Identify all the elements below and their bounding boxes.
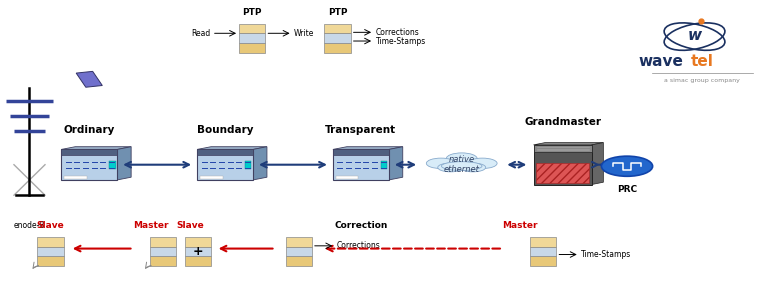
FancyBboxPatch shape — [239, 24, 265, 33]
Text: +: + — [192, 245, 203, 258]
FancyBboxPatch shape — [286, 247, 312, 257]
Ellipse shape — [460, 163, 486, 172]
FancyBboxPatch shape — [245, 161, 251, 169]
FancyBboxPatch shape — [61, 149, 117, 180]
FancyBboxPatch shape — [109, 161, 116, 169]
Text: Slave: Slave — [176, 221, 204, 229]
FancyBboxPatch shape — [534, 145, 591, 152]
Text: PRC: PRC — [617, 185, 637, 195]
Text: Time-Stamps: Time-Stamps — [376, 37, 426, 45]
FancyBboxPatch shape — [530, 247, 556, 257]
FancyBboxPatch shape — [150, 247, 176, 257]
FancyBboxPatch shape — [197, 149, 253, 180]
Text: a simac group company: a simac group company — [664, 78, 740, 83]
Text: Boundary: Boundary — [197, 124, 253, 135]
Ellipse shape — [446, 153, 477, 164]
FancyBboxPatch shape — [185, 247, 211, 257]
FancyBboxPatch shape — [185, 237, 211, 247]
Text: Grandmaster: Grandmaster — [524, 117, 601, 127]
Text: Time-Stamps: Time-Stamps — [581, 250, 632, 259]
Polygon shape — [534, 143, 604, 145]
Text: enode-B: enode-B — [14, 221, 45, 230]
FancyBboxPatch shape — [286, 237, 312, 247]
FancyBboxPatch shape — [150, 237, 176, 247]
FancyBboxPatch shape — [197, 149, 253, 155]
Text: PTP: PTP — [242, 8, 262, 17]
Text: wave: wave — [638, 53, 683, 69]
FancyBboxPatch shape — [239, 43, 265, 52]
FancyBboxPatch shape — [185, 257, 211, 266]
FancyBboxPatch shape — [64, 176, 87, 179]
Text: Read: Read — [191, 29, 210, 38]
FancyBboxPatch shape — [286, 257, 312, 266]
FancyBboxPatch shape — [37, 237, 64, 247]
Polygon shape — [389, 147, 403, 180]
FancyBboxPatch shape — [239, 33, 265, 43]
FancyBboxPatch shape — [530, 237, 556, 247]
Text: Correction: Correction — [334, 221, 387, 229]
FancyBboxPatch shape — [37, 257, 64, 266]
FancyBboxPatch shape — [61, 149, 117, 155]
Ellipse shape — [442, 162, 482, 170]
FancyBboxPatch shape — [324, 33, 351, 43]
Text: native
ethernet: native ethernet — [444, 155, 480, 174]
FancyBboxPatch shape — [324, 43, 351, 52]
Text: Slave: Slave — [36, 221, 64, 229]
Polygon shape — [76, 71, 102, 87]
FancyBboxPatch shape — [336, 176, 359, 179]
FancyBboxPatch shape — [333, 149, 389, 180]
Polygon shape — [253, 147, 267, 180]
Text: Ordinary: Ordinary — [64, 124, 115, 135]
Polygon shape — [61, 147, 131, 149]
FancyBboxPatch shape — [37, 247, 64, 257]
Ellipse shape — [468, 158, 497, 169]
Ellipse shape — [426, 158, 456, 169]
FancyBboxPatch shape — [150, 257, 176, 266]
Text: tel: tel — [691, 53, 714, 69]
FancyBboxPatch shape — [530, 257, 556, 266]
Text: Transparent: Transparent — [325, 124, 397, 135]
Polygon shape — [197, 147, 267, 149]
FancyBboxPatch shape — [535, 163, 590, 183]
Text: Master: Master — [502, 221, 538, 229]
FancyBboxPatch shape — [200, 176, 223, 179]
FancyBboxPatch shape — [534, 145, 591, 185]
FancyBboxPatch shape — [333, 149, 389, 155]
Text: Master: Master — [133, 221, 169, 229]
FancyBboxPatch shape — [381, 161, 387, 169]
Circle shape — [601, 156, 653, 176]
Text: Corrections: Corrections — [337, 241, 380, 250]
Text: PTP: PTP — [327, 8, 348, 17]
Text: w: w — [688, 28, 702, 44]
Polygon shape — [117, 147, 131, 180]
Text: Write: Write — [294, 29, 314, 38]
Text: Corrections: Corrections — [376, 28, 419, 37]
Polygon shape — [333, 147, 403, 149]
FancyBboxPatch shape — [324, 24, 351, 33]
Polygon shape — [591, 143, 604, 185]
Ellipse shape — [438, 163, 463, 172]
